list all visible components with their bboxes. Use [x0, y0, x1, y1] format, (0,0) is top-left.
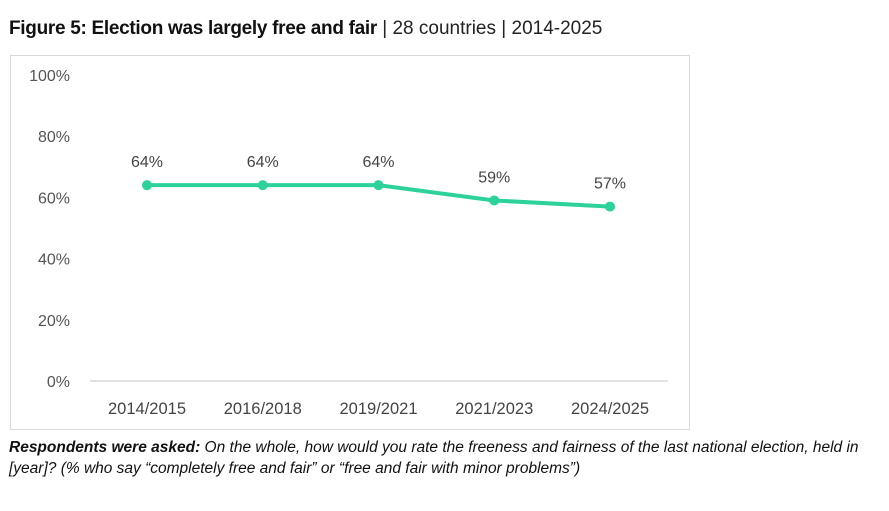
x-tick-label: 2019/2021 — [340, 400, 418, 418]
title-separator: | — [376, 18, 393, 39]
data-point — [489, 195, 500, 206]
chart-title: Figure 5: Election was largely free and … — [9, 18, 602, 40]
y-tick-label: 40% — [38, 252, 70, 269]
data-label: 64% — [362, 154, 394, 171]
x-tick-label: 2016/2018 — [224, 400, 302, 418]
title-countries: 28 countries — [392, 18, 496, 39]
y-tick-label: 80% — [38, 129, 70, 146]
x-tick-label: 2024/2025 — [571, 400, 649, 418]
x-tick-label: 2021/2023 — [455, 400, 533, 418]
x-tick-label: 2014/2015 — [108, 400, 186, 418]
chart-frame — [10, 55, 690, 430]
data-point — [142, 180, 152, 191]
title-period: 2014-2025 — [511, 18, 603, 39]
footnote-label: Respondents were asked: — [9, 439, 201, 456]
data-label: 64% — [247, 154, 279, 171]
footnote: Respondents were asked: On the whole, ho… — [9, 437, 879, 479]
data-label: 57% — [594, 176, 626, 193]
title-separator: | — [496, 18, 512, 39]
y-tick-label: 0% — [47, 374, 70, 391]
data-label: 64% — [131, 154, 163, 171]
footnote-text: On the whole, how would you rate the fre… — [9, 439, 859, 477]
title-bold: Figure 5: Election was largely free and … — [9, 18, 377, 39]
y-tick-label: 20% — [38, 313, 70, 330]
data-point — [605, 201, 615, 212]
data-label: 59% — [478, 169, 510, 186]
data-point — [257, 180, 268, 191]
data-point — [373, 180, 384, 191]
y-tick-label: 60% — [38, 190, 70, 207]
y-tick-label: 100% — [29, 68, 70, 85]
